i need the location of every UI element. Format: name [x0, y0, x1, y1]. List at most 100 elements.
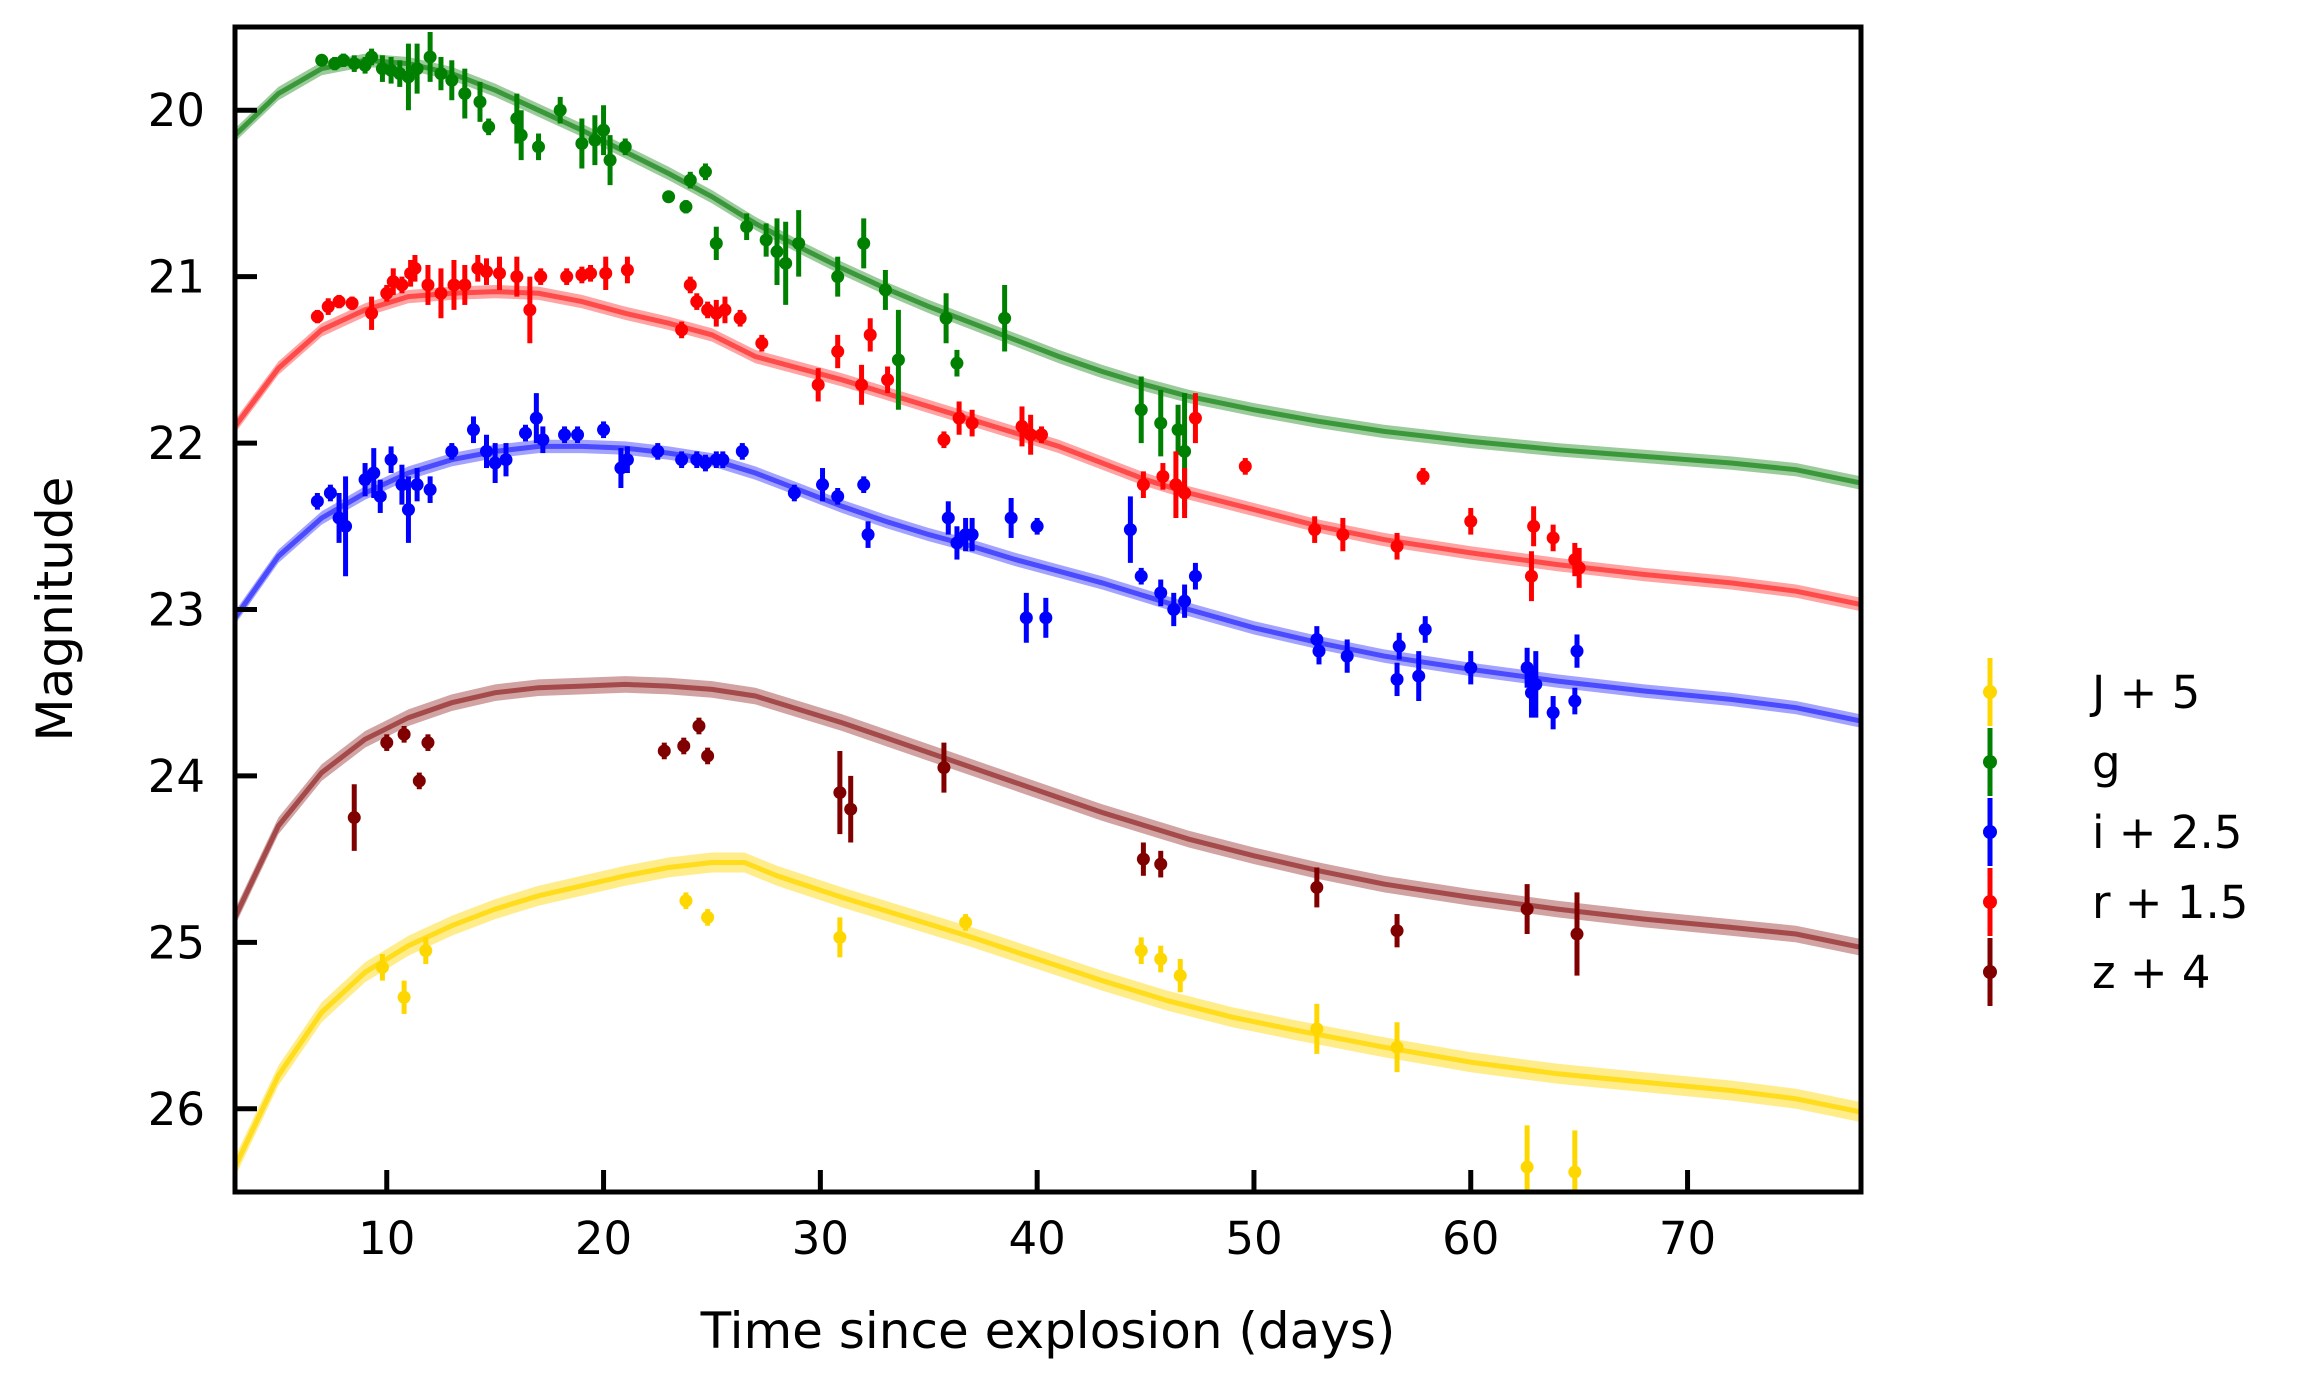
data-point-g	[792, 210, 806, 277]
data-point-g	[1134, 376, 1148, 444]
legend-label-z: z + 4	[2092, 946, 2211, 999]
data-point-z	[833, 750, 847, 835]
data-point-i	[395, 464, 409, 505]
data-point-i	[445, 443, 459, 460]
data-point-r	[965, 409, 979, 437]
data-point-z	[1136, 842, 1150, 876]
data-point-g	[662, 190, 676, 204]
data-point-i	[831, 488, 845, 505]
data-point-i	[651, 443, 665, 460]
data-point-i	[1004, 497, 1018, 538]
data-point-i	[373, 479, 387, 513]
data-point-J	[1390, 1022, 1404, 1073]
data-point-r	[1178, 468, 1192, 518]
x-tick-label: 60	[1442, 1212, 1499, 1265]
x-tick-label: 30	[792, 1212, 849, 1265]
data-point-z	[1310, 867, 1324, 908]
data-point-r	[1390, 532, 1404, 560]
data-point-i	[384, 446, 398, 474]
data-point-g	[878, 269, 892, 310]
y-tick-label: 22	[148, 417, 205, 470]
data-point-r	[560, 268, 574, 285]
model-curve-z	[235, 681, 1861, 950]
data-point-g	[423, 31, 437, 82]
model-band-J	[235, 852, 1861, 1177]
data-point-z	[397, 726, 411, 743]
data-point-i	[1188, 562, 1202, 590]
data-point-z	[380, 734, 394, 751]
data-point-g	[618, 138, 632, 156]
data-point-i	[1340, 639, 1354, 673]
data-point-r	[434, 268, 448, 319]
legend-item-r: r + 1.5	[1983, 868, 2248, 936]
data-point-i	[1039, 597, 1053, 638]
data-point-g	[473, 81, 487, 122]
data-point-i	[488, 443, 502, 484]
data-point-r	[345, 296, 359, 310]
y-tick-label: 26	[148, 1083, 205, 1136]
data-point-g	[553, 96, 567, 124]
data-point-r	[1156, 463, 1170, 490]
model-band-r	[235, 285, 1861, 612]
data-point-r	[492, 256, 506, 290]
data-point-i	[787, 484, 801, 502]
legend: J + 5 g i + 2.5 r + 1.5 z + 4	[1983, 658, 2248, 1006]
legend-item-J: J + 5	[1983, 658, 2200, 726]
model-curve-J	[235, 860, 1861, 1169]
data-point-i	[401, 476, 415, 543]
data-point-g	[410, 43, 424, 94]
data-point-r	[1527, 506, 1541, 547]
data-point-i	[950, 526, 964, 560]
data-point-i	[1178, 584, 1192, 618]
data-point-g	[709, 226, 723, 260]
data-point-r	[421, 264, 435, 305]
data-point-J	[1154, 945, 1168, 973]
data-point-g	[514, 110, 528, 161]
data-point-z	[1570, 892, 1584, 976]
data-point-r	[534, 268, 548, 285]
data-point-i	[1154, 579, 1168, 607]
data-point-g	[857, 218, 871, 269]
plot-area	[235, 31, 1861, 1192]
data-point-J	[419, 937, 433, 964]
data-point-r	[718, 296, 732, 324]
data-point-r	[937, 431, 951, 449]
data-point-r	[1546, 524, 1560, 552]
data-point-i	[1392, 632, 1406, 660]
data-point-i	[816, 468, 830, 502]
x-tick-label: 40	[1009, 1212, 1066, 1265]
data-point-g	[998, 284, 1012, 352]
data-point-g	[458, 68, 472, 119]
data-point-z	[692, 717, 706, 735]
data-point-i	[1312, 637, 1326, 665]
data-point-r	[811, 368, 825, 402]
data-point-z	[701, 747, 715, 765]
x-axis-label: Time since explosion (days)	[700, 1302, 1396, 1360]
data-point-i	[1123, 496, 1137, 563]
data-point-g	[683, 171, 697, 189]
data-point-r	[599, 256, 613, 290]
model-band-z	[235, 676, 1861, 956]
data-point-r	[755, 334, 769, 352]
series-r	[310, 255, 1586, 602]
data-point-r	[479, 258, 493, 285]
data-point-i	[558, 426, 572, 444]
data-point-i	[529, 393, 543, 444]
data-point-z	[844, 775, 858, 843]
data-point-r	[395, 276, 409, 294]
data-point-r	[690, 293, 704, 310]
data-point-J	[1520, 1125, 1534, 1192]
data-point-r	[365, 296, 379, 330]
series-J	[375, 892, 1582, 1192]
data-point-i	[479, 434, 493, 469]
data-point-i	[1570, 634, 1584, 668]
data-point-J	[1568, 1130, 1582, 1192]
data-point-z	[1520, 884, 1534, 935]
data-point-i	[1390, 662, 1404, 697]
data-point-J	[959, 914, 973, 931]
data-point-r	[310, 309, 324, 324]
data-point-r	[675, 321, 689, 339]
data-point-r	[1015, 406, 1029, 447]
data-point-i	[1464, 651, 1478, 685]
data-point-g	[759, 223, 773, 257]
